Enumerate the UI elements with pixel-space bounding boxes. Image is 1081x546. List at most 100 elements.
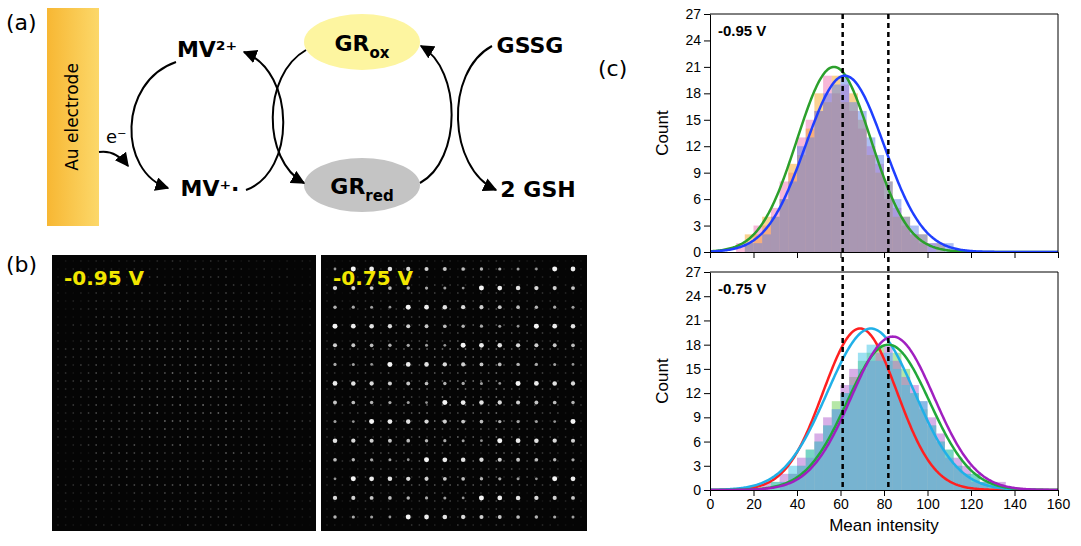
- speckle: [480, 372, 482, 374]
- speckle: [172, 436, 174, 438]
- speckle: [72, 492, 74, 494]
- speckle: [279, 324, 281, 326]
- speckle: [309, 372, 311, 374]
- speckle: [187, 452, 189, 454]
- speckle: [217, 340, 219, 342]
- speckle: [225, 348, 227, 350]
- speckle: [240, 484, 242, 486]
- speckle: [434, 300, 436, 302]
- speckle: [388, 356, 390, 358]
- speckle: [457, 340, 459, 342]
- speckle: [80, 332, 82, 334]
- speckle: [580, 356, 582, 358]
- speckle: [217, 380, 219, 382]
- electrode: [47, 8, 99, 226]
- speckle: [233, 508, 235, 510]
- speckle: [202, 516, 204, 518]
- speckle: [426, 332, 428, 334]
- speckle: [57, 524, 59, 526]
- speckle: [179, 428, 181, 430]
- speckle: [118, 436, 120, 438]
- speckle: [65, 444, 67, 446]
- speckle: [279, 268, 281, 270]
- speckle: [465, 444, 467, 446]
- speckle: [534, 300, 536, 302]
- speckle: [164, 372, 166, 374]
- speckle: [503, 436, 505, 438]
- speckle: [572, 396, 574, 398]
- speckle: [526, 388, 528, 390]
- speckle: [187, 420, 189, 422]
- speckle: [65, 468, 67, 470]
- speckle: [202, 388, 204, 390]
- speckle: [57, 356, 59, 358]
- speckle: [495, 332, 497, 334]
- speckle: [202, 276, 204, 278]
- speckle: [403, 380, 405, 382]
- speckle: [341, 332, 343, 334]
- speckle: [164, 268, 166, 270]
- speckle: [210, 372, 212, 374]
- speckle: [365, 300, 367, 302]
- speckle: [172, 364, 174, 366]
- speckle: [434, 292, 436, 294]
- speckle: [248, 348, 250, 350]
- speckle: [72, 308, 74, 310]
- speckle: [88, 428, 90, 430]
- speckle: [495, 324, 497, 326]
- speckle: [57, 388, 59, 390]
- speckle: [65, 292, 67, 294]
- speckle: [309, 300, 311, 302]
- speckle: [133, 484, 135, 486]
- speckle: [179, 468, 181, 470]
- speckle: [187, 276, 189, 278]
- speckle: [557, 340, 559, 342]
- speckle: [294, 388, 296, 390]
- speckle: [526, 364, 528, 366]
- speckle: [156, 316, 158, 318]
- speckle: [465, 300, 467, 302]
- node-label: MV⁺·: [181, 176, 240, 201]
- speckle: [442, 260, 444, 262]
- speckle: [349, 380, 351, 382]
- speckle: [534, 348, 536, 350]
- speckle: [480, 436, 482, 438]
- speckle: [341, 420, 343, 422]
- speckle: [187, 268, 189, 270]
- speckle: [334, 332, 336, 334]
- speckle: [179, 476, 181, 478]
- speckle: [465, 292, 467, 294]
- speckle: [149, 276, 151, 278]
- speckle: [248, 508, 250, 510]
- speckle: [434, 436, 436, 438]
- speckle: [488, 276, 490, 278]
- speckle: [256, 332, 258, 334]
- speckle: [286, 516, 288, 518]
- speckle: [279, 388, 281, 390]
- speckle: [365, 428, 367, 430]
- arrow: [273, 50, 306, 183]
- speckle: [156, 428, 158, 430]
- speckle: [557, 284, 559, 286]
- speckle: [418, 388, 420, 390]
- speckle: [495, 276, 497, 278]
- speckle: [457, 276, 459, 278]
- speckle: [187, 316, 189, 318]
- speckle: [542, 388, 544, 390]
- speckle: [233, 308, 235, 310]
- speckle: [88, 468, 90, 470]
- speckle: [164, 364, 166, 366]
- speckle: [118, 452, 120, 454]
- speckle: [88, 260, 90, 262]
- speckle: [309, 524, 311, 526]
- speckle: [103, 444, 105, 446]
- speckle: [572, 404, 574, 406]
- speckle: [341, 292, 343, 294]
- speckle: [80, 340, 82, 342]
- speckle: [488, 428, 490, 430]
- speckle: [164, 284, 166, 286]
- speckle: [301, 412, 303, 414]
- speckle: [542, 380, 544, 382]
- speckle: [156, 484, 158, 486]
- speckle: [172, 276, 174, 278]
